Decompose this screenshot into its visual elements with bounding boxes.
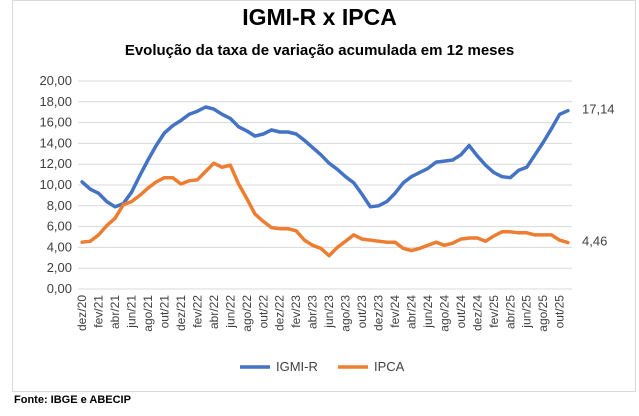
x-tick-label: ago/21 [141, 295, 155, 332]
legend-label-igmi-r: IGMI-R [276, 359, 318, 374]
y-tick-label: 2,00 [47, 260, 72, 275]
x-tick-label: out/21 [157, 295, 171, 329]
x-tick-label: jun/25 [520, 295, 534, 329]
x-tick-label: ago/23 [339, 295, 353, 332]
y-tick-label: 14,00 [39, 135, 72, 150]
y-tick-label: 8,00 [47, 198, 72, 213]
x-tick-label: fev/23 [289, 295, 303, 328]
x-tick-label: fev/21 [92, 295, 106, 328]
x-tick-label: jun/22 [223, 295, 237, 329]
series-line-igmi-r [80, 105, 570, 209]
chart-title: IGMI-R x IPCA [242, 4, 397, 30]
y-tick-label: 4,00 [47, 239, 72, 254]
x-tick-label: ago/22 [240, 295, 254, 332]
x-tick-label: fev/25 [487, 295, 501, 328]
x-tick-label: dez/20 [75, 295, 89, 331]
x-tick-label: abr/21 [108, 295, 122, 329]
x-tick-label: out/22 [256, 295, 270, 329]
x-tick-label: abr/22 [207, 295, 221, 329]
y-tick-label: 12,00 [39, 156, 72, 171]
x-tick-label: jun/24 [421, 295, 435, 329]
x-tick-label: dez/22 [273, 295, 287, 331]
x-tick-label: out/23 [355, 295, 369, 329]
x-tick-label: ago/24 [437, 295, 451, 332]
y-tick-label: 16,00 [39, 115, 72, 130]
x-tick-label: dez/21 [174, 295, 188, 331]
legend-label-ipca: IPCA [374, 359, 405, 374]
line-chart: 0,00 2,00 4,00 6,00 8,00 10,00 12,00 14,00 16,00… [39, 73, 615, 374]
x-tick-label: abr/25 [503, 295, 517, 329]
x-tick-label: abr/24 [404, 295, 418, 329]
x-tick-label: jun/23 [322, 295, 336, 329]
data-label-igmi-r: 17,14 [582, 102, 615, 117]
y-tick-label: 6,00 [47, 219, 72, 234]
x-tick-label: out/25 [553, 295, 567, 329]
x-tick-label: abr/23 [306, 295, 320, 329]
x-tick-label: dez/24 [470, 295, 484, 331]
x-tick-label: fev/24 [388, 295, 402, 328]
y-tick-label: 18,00 [39, 94, 72, 109]
data-label-ipca: 4,46 [582, 234, 607, 249]
series-line-ipca [80, 161, 570, 258]
chart-frame [12, 0, 636, 392]
x-tick-label: dez/23 [372, 295, 386, 331]
x-tick-label: jun/21 [125, 295, 139, 329]
y-tick-label: 0,00 [47, 281, 72, 296]
source-note: Fonte: IBGE e ABECIP [14, 394, 131, 406]
x-tick-label: fev/22 [190, 295, 204, 328]
chart-subtitle: Evolução da taxa de variação acumulada e… [124, 42, 515, 59]
y-tick-label: 20,00 [39, 73, 72, 88]
y-tick-label: 10,00 [39, 177, 72, 192]
x-tick-label: out/24 [454, 295, 468, 329]
x-tick-label: ago/25 [536, 295, 550, 332]
